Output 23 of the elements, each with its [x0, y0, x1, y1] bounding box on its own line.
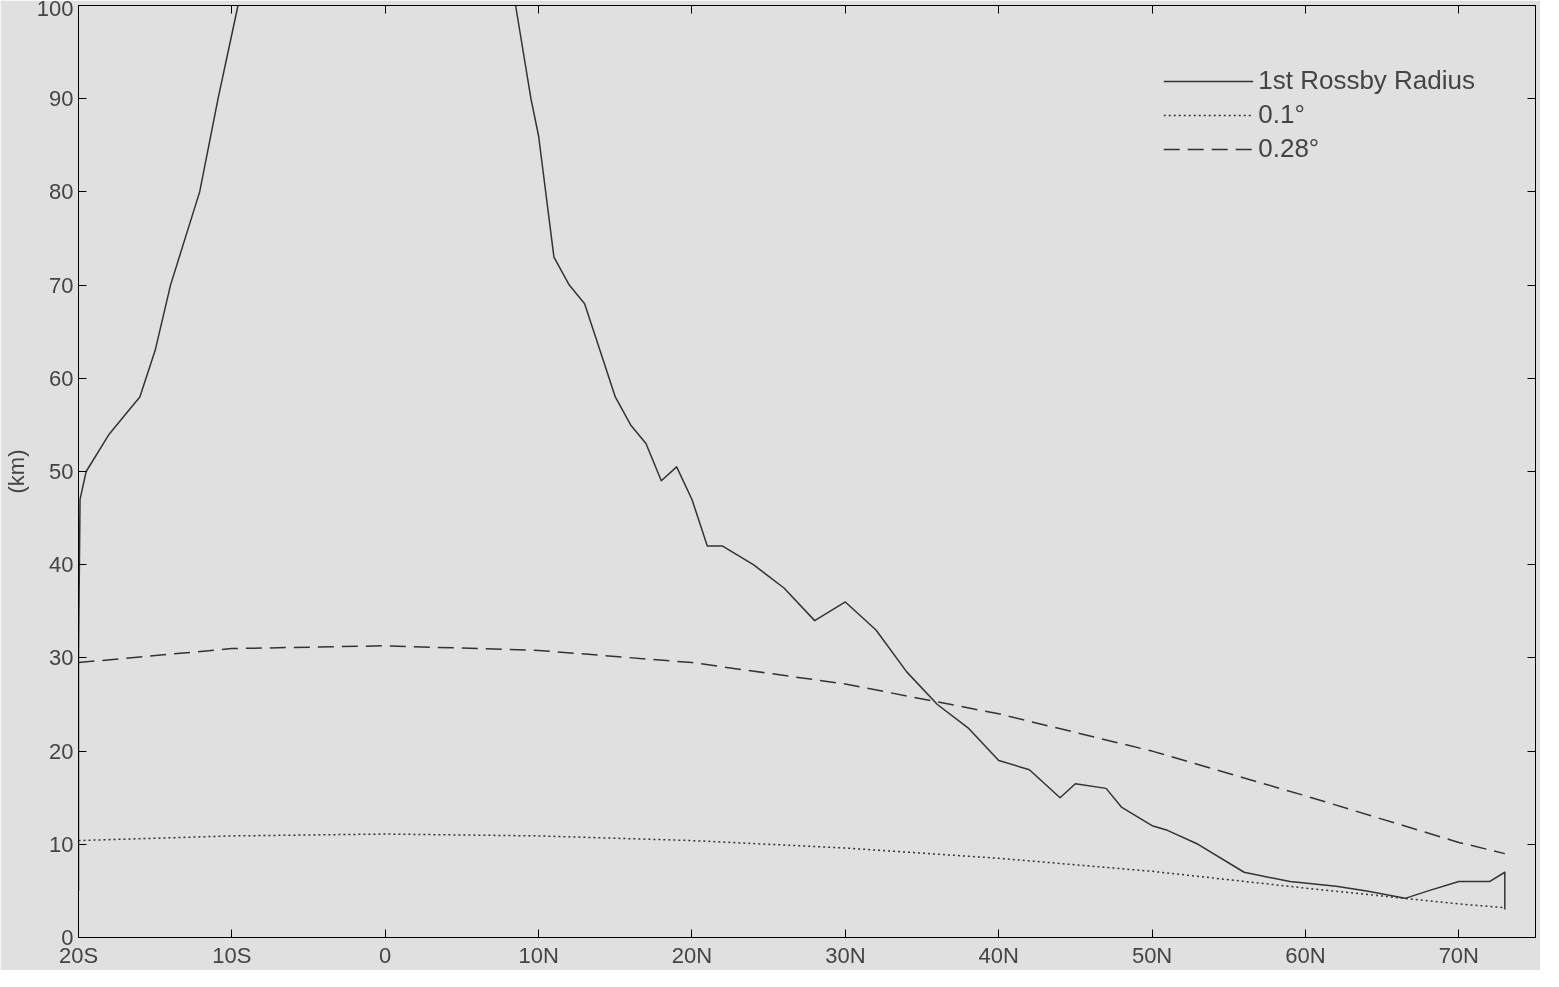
x-tick-label: 40N	[978, 942, 1019, 968]
y-tick-label: 70	[49, 272, 74, 298]
x-tick-label: 60N	[1285, 942, 1326, 968]
x-tick-label: 20N	[671, 942, 713, 968]
y-tick-label: 80	[49, 179, 74, 205]
x-tick-label: 70N	[1438, 942, 1479, 968]
legend-label: 0.28°	[1258, 133, 1320, 164]
x-tick-label: 10N	[518, 942, 559, 968]
x-tick-label: 0	[379, 942, 392, 968]
y-axis-title: (km)	[3, 449, 29, 494]
y-tick-label: 30	[49, 645, 74, 671]
x-tick-label: 10S	[212, 942, 252, 968]
y-tick-label: 20	[49, 738, 74, 764]
y-tick-label: 10	[49, 831, 74, 857]
y-tick-label: 40	[49, 552, 74, 578]
y-tick-label: 90	[49, 86, 74, 112]
x-tick-label: 50N	[1131, 942, 1173, 968]
legend-label: 0.1°	[1258, 99, 1305, 130]
y-tick-label: 60	[49, 365, 74, 391]
legend-label: 1st Rossby Radius	[1258, 65, 1475, 96]
x-tick-label: 30N	[825, 942, 866, 968]
y-tick-label: 100	[36, 0, 74, 21]
y-tick-label: 50	[49, 459, 74, 484]
